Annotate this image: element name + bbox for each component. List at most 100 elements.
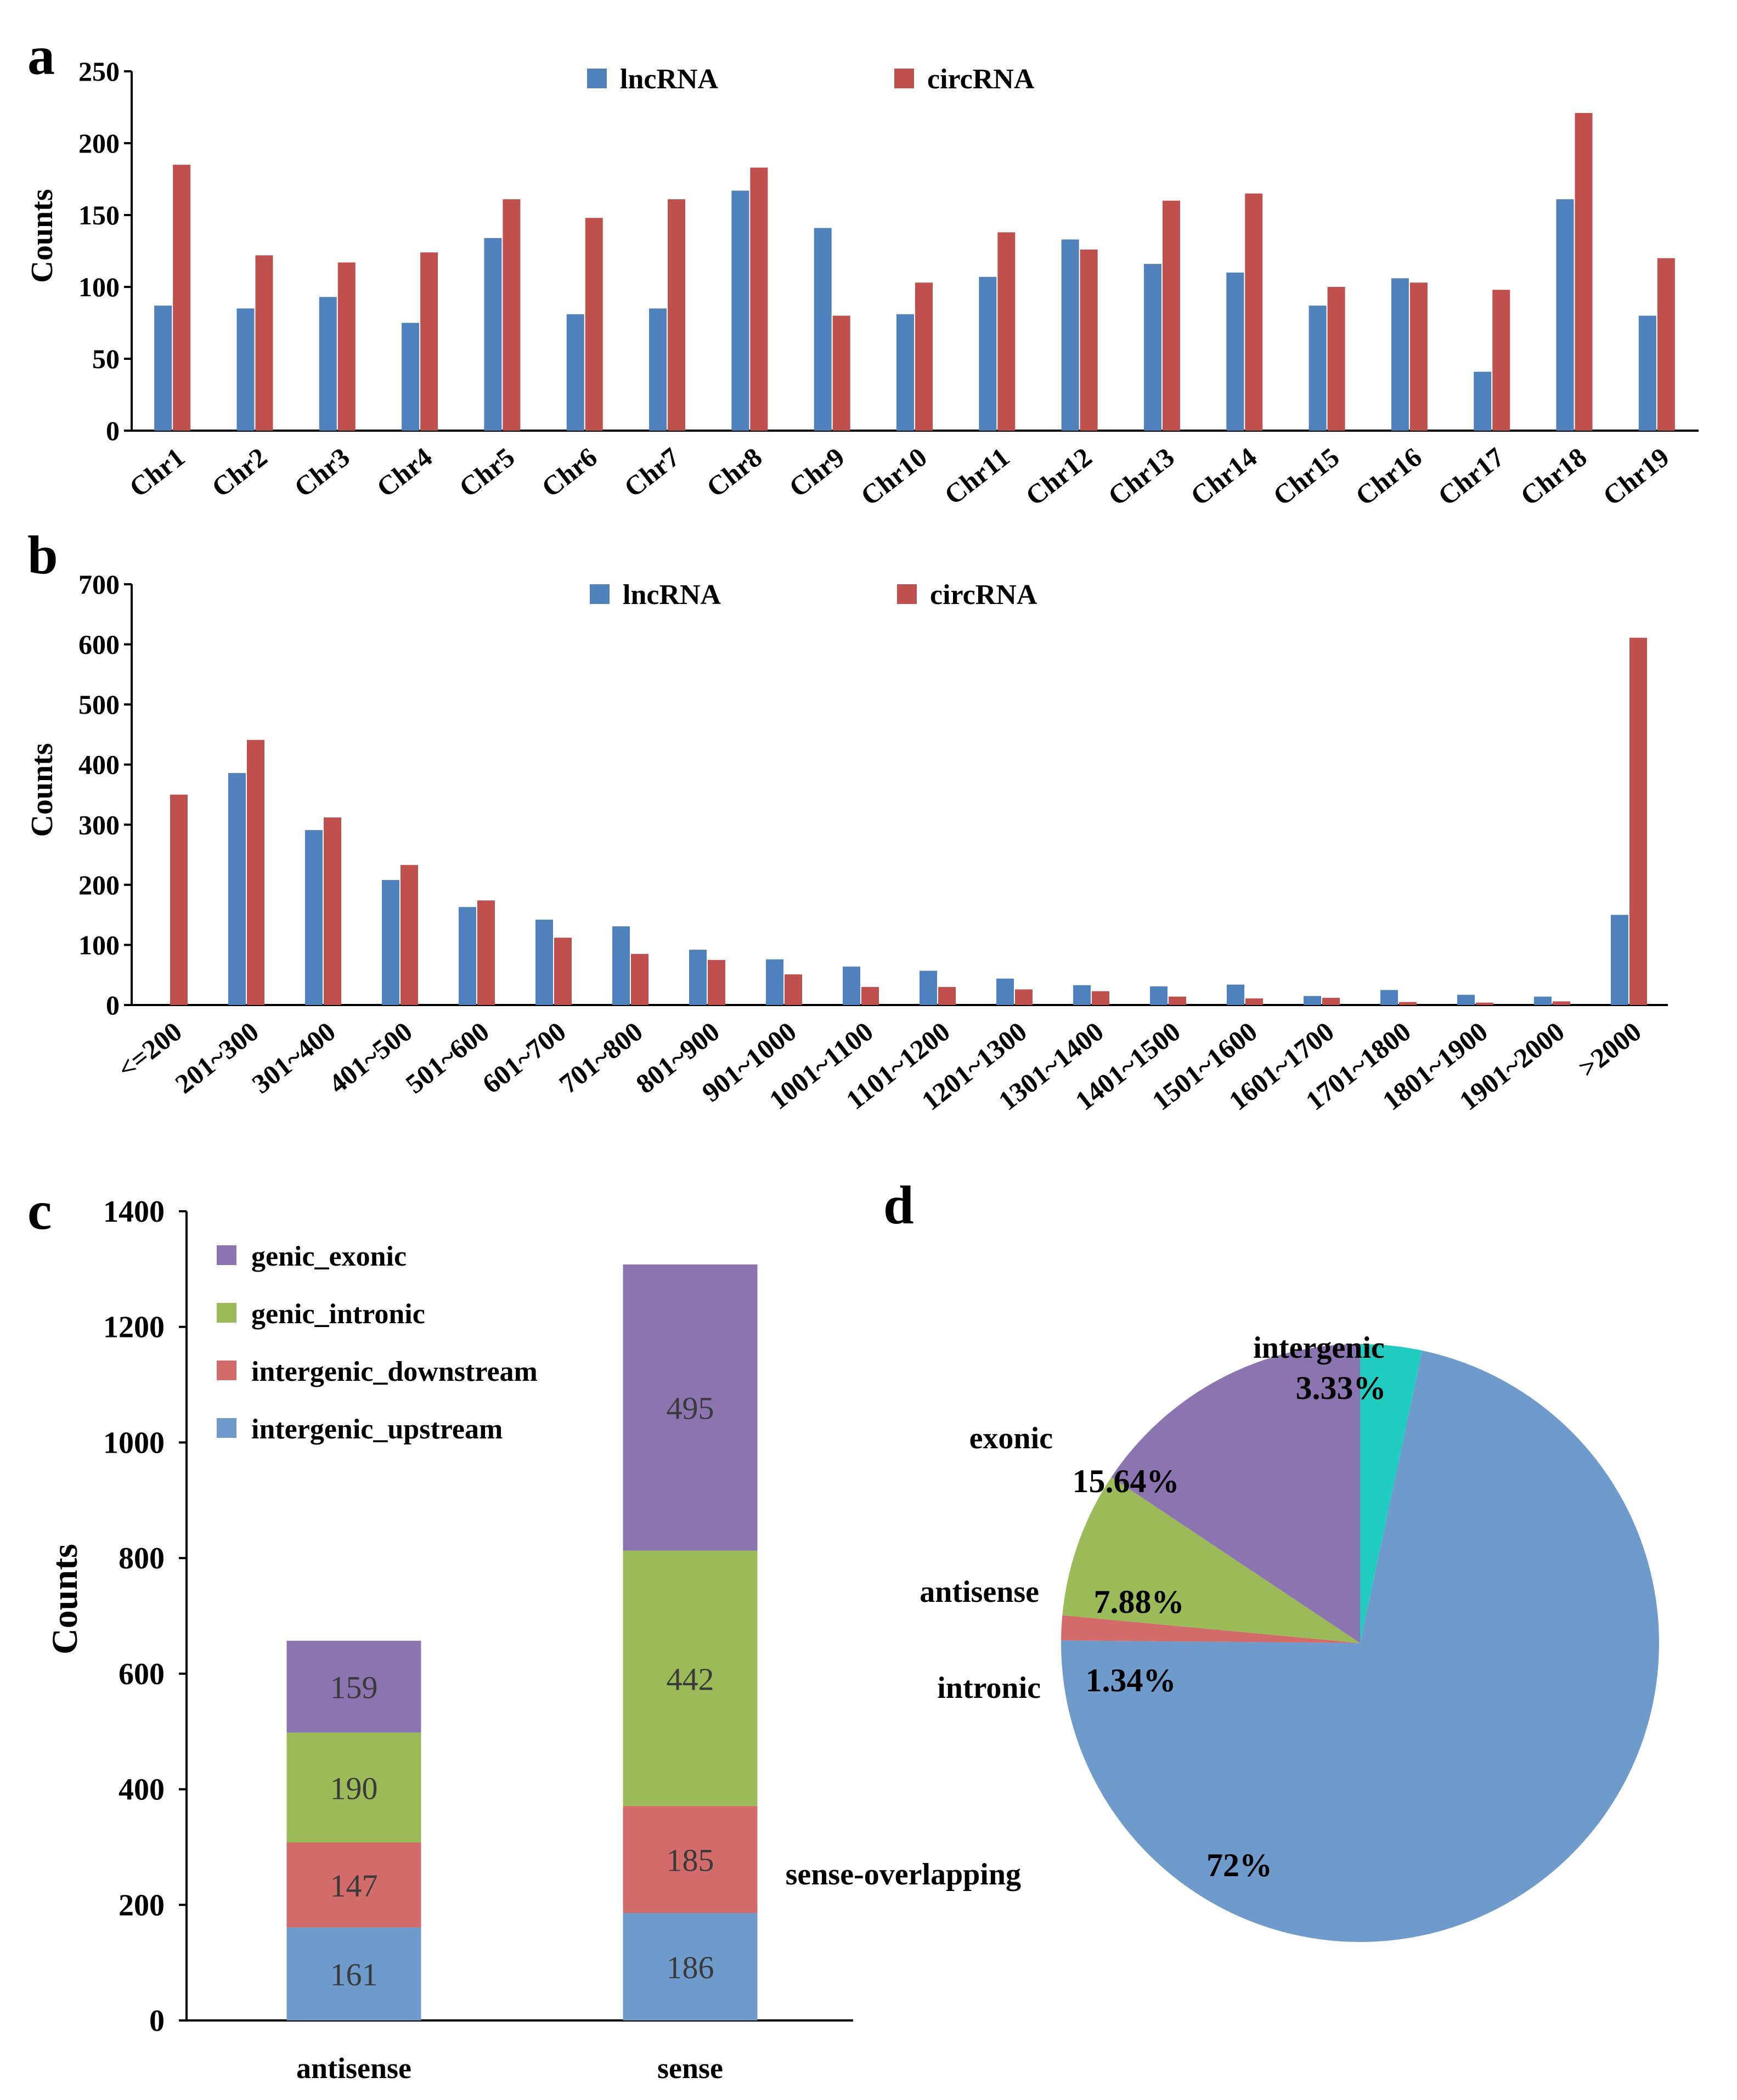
bar-circrna-chr16	[1409, 283, 1428, 431]
y-tick-label: 0	[149, 2004, 165, 2038]
bar-circrna-chr17	[1492, 290, 1510, 431]
y-tick-label: 0	[106, 415, 120, 446]
chart-b-legend-swatch-lncrna	[590, 584, 610, 604]
y-tick-label: 400	[119, 1773, 165, 1807]
chart-c-legend-genic-intronic: genic_intronic	[251, 1299, 425, 1330]
bar-circrna-chr13	[1162, 200, 1180, 431]
bar-circrna-chr15	[1327, 287, 1345, 431]
bar-lncrna-1201-1300	[996, 978, 1014, 1005]
x-category-label: Chr12	[1020, 442, 1098, 512]
bar-lncrna-chr9	[814, 228, 832, 431]
slice-exonic	[1111, 1344, 1360, 1643]
bar-circrna-chr6	[585, 218, 603, 431]
y-tick-label: 300	[78, 809, 120, 840]
segment-intergenic-upstream-antisense	[286, 1927, 421, 2020]
bar-lncrna-chr16	[1391, 278, 1409, 431]
bar-lncrna-201-300	[228, 773, 246, 1005]
x-category-label: Chr19	[1597, 442, 1675, 512]
bar-lncrna-301-400	[305, 830, 323, 1005]
y-tick-label: 1400	[103, 1195, 165, 1229]
bar-circrna-chr8	[750, 167, 768, 431]
chart-c-legend-swatch-genic-exonic	[217, 1245, 236, 1265]
bar-circrna-601-700	[554, 938, 572, 1005]
bar-lncrna-1701-1800	[1380, 990, 1398, 1005]
bar-lncrna-chr13	[1143, 264, 1161, 431]
x-category-label: Chr15	[1267, 442, 1345, 512]
y-tick-label: 100	[78, 272, 120, 302]
pie-percent-intronic: 1.34%	[1086, 1662, 1176, 1698]
segment-value-label: 185	[667, 1843, 714, 1878]
bar-lncrna-1301-1400	[1073, 985, 1091, 1005]
bar-circrna-chr4	[420, 252, 438, 431]
bar-lncrna-chr6	[566, 314, 584, 431]
pie-label-intergenic: intergenic	[1253, 1331, 1384, 1365]
x-category-label: 701~800	[554, 1016, 648, 1099]
y-tick-label: 0	[106, 990, 120, 1020]
bar-circrna-chr1	[173, 165, 191, 431]
chart-b-legend: lncRNA circRNA	[590, 579, 1037, 611]
x-category-label: Chr2	[206, 442, 273, 504]
bar-circrna-1801-1900	[1476, 1002, 1493, 1005]
segment-intergenic-downstream-sense	[623, 1806, 758, 1913]
segment-value-label: 190	[330, 1770, 378, 1806]
x-category-label: Chr17	[1432, 442, 1510, 512]
bar-lncrna-chr4	[402, 323, 420, 431]
x-category-label: Chr5	[453, 442, 520, 504]
slice-antisense	[1062, 1477, 1360, 1643]
bar-circrna-chr10	[915, 283, 933, 431]
x-category-label: Chr7	[618, 442, 685, 504]
segment-value-label: 159	[330, 1670, 378, 1706]
x-category-label: Chr3	[289, 442, 356, 504]
y-tick-label: 600	[119, 1657, 165, 1691]
bar-lncrna-chr1	[154, 306, 172, 431]
y-tick-label: 200	[119, 1888, 165, 1922]
chart-a-legend-lncrna: lncRNA	[620, 64, 719, 95]
bar-lncrna-1901-2000	[1534, 996, 1552, 1005]
bar-circrna-1001-1100	[861, 987, 879, 1005]
bar-circrna-501-600	[477, 900, 495, 1005]
chart-b-legend-lncrna: lncRNA	[623, 579, 721, 611]
x-category-label: Chr13	[1102, 442, 1180, 512]
pie-percent-antisense: 7.88%	[1094, 1584, 1185, 1620]
bar-lncrna-chr14	[1226, 272, 1244, 431]
chart-c-legend-swatch-intergenic-downstream	[217, 1361, 236, 1380]
bar-lncrna-chr8	[731, 190, 749, 431]
y-tick-label: 200	[78, 128, 120, 159]
bar-circrna-1201-1300	[1015, 989, 1033, 1005]
slice-intronic	[1061, 1615, 1360, 1643]
bar-lncrna-chr10	[896, 314, 914, 431]
x-category-label: Chr10	[855, 442, 933, 512]
x-category-label: Chr8	[701, 442, 768, 504]
segment-value-label: 161	[330, 1957, 378, 1992]
bar-lncrna-chr18	[1556, 199, 1574, 431]
bar-lncrna-701-800	[612, 926, 630, 1005]
y-tick-label: 100	[78, 929, 120, 960]
pie-percent-intergenic: 3.33%	[1296, 1370, 1386, 1406]
bar-lncrna-chr19	[1638, 315, 1656, 431]
bar-lncrna-601-700	[535, 919, 553, 1005]
segment-value-label: 186	[667, 1950, 714, 1985]
chart-a-legend-swatch-lncrna	[587, 69, 607, 88]
chart-b-length-distribution: Counts lncRNA circRNA 0 100 200 300 400 500 60…	[25, 569, 1668, 1116]
bar-circrna-1401-1500	[1169, 996, 1186, 1005]
bar-lncrna-chr15	[1309, 306, 1327, 431]
y-tick-label: 50	[92, 343, 120, 374]
bar-lncrna-801-900	[689, 950, 707, 1005]
x-category-label: >2000	[1572, 1016, 1647, 1083]
pie-percent-sense: 72%	[1206, 1847, 1272, 1883]
bar-circrna-chr2	[255, 255, 273, 431]
bar-circrna-1601-1700	[1322, 997, 1340, 1005]
pie-percent-exonic: 15.64%	[1073, 1463, 1180, 1499]
bar-circrna-1701-1800	[1399, 1002, 1417, 1005]
pie-label-antisense: antisense	[920, 1575, 1039, 1609]
bar-lncrna-1401-1500	[1150, 986, 1168, 1005]
segment-intergenic-downstream-antisense	[286, 1842, 421, 1928]
y-tick-label: 700	[78, 569, 120, 600]
bar-lncrna-chr5	[484, 238, 502, 431]
bar-circrna-1301-1400	[1092, 991, 1109, 1005]
x-category-label: Chr16	[1350, 442, 1428, 512]
bar-circrna-chr3	[337, 262, 356, 431]
bar-lncrna-501-600	[459, 907, 476, 1005]
panel-label-b: b	[27, 524, 58, 585]
bar-lncrna-1601-1700	[1304, 996, 1321, 1005]
